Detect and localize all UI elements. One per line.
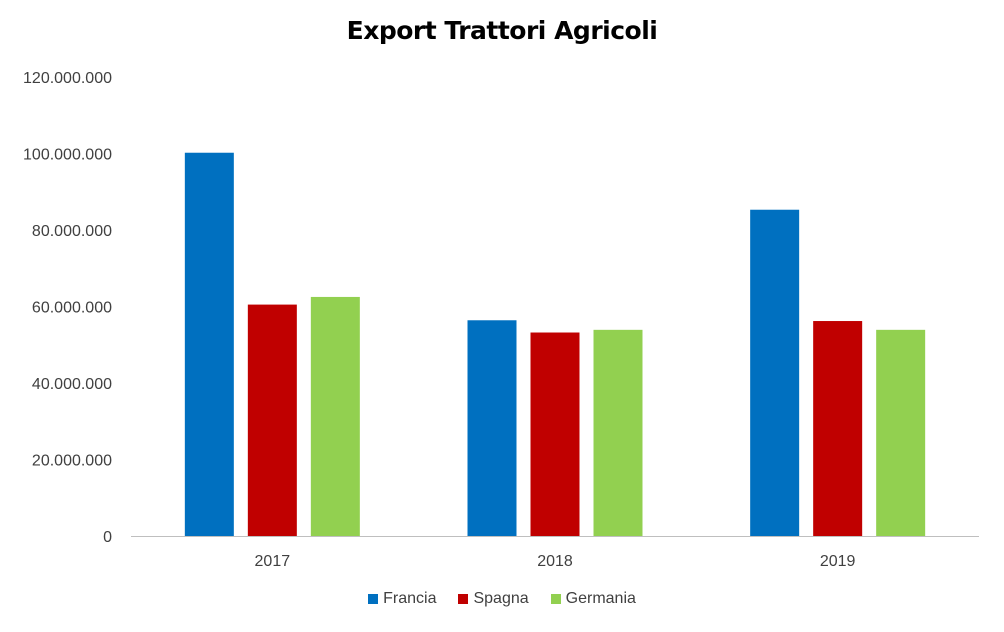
bar-francia-2019: [750, 209, 800, 537]
bar-spagna-2017: [247, 304, 297, 536]
y-tick-label: 100.000.000: [23, 147, 112, 164]
y-tick-label: 40.000.000: [32, 376, 112, 393]
legend-label: Spagna: [473, 590, 529, 607]
y-tick-label: 60.000.000: [32, 300, 112, 317]
y-axis-ticks: 0 20.000.000 40.000.000 60.000.000 80.000.00…: [23, 70, 112, 546]
legend-swatch: [368, 594, 379, 604]
y-tick-label: 20.000.000: [32, 453, 112, 470]
bars: [184, 152, 926, 537]
legend-swatch: [550, 594, 561, 604]
y-tick-label: 80.000.000: [32, 223, 112, 240]
chart-title: Export Trattori Agricoli: [346, 16, 658, 45]
x-tick-label: 2019: [820, 553, 856, 570]
bar-germania-2019: [876, 329, 926, 536]
legend-label: Germania: [565, 590, 636, 607]
x-axis-ticks: 2017 2018 2019: [255, 553, 856, 570]
legend-item-germania: Germania: [550, 590, 636, 608]
legend-swatch: [458, 594, 469, 604]
y-tick-label: 0: [103, 529, 112, 546]
legend-item-francia: Francia: [368, 590, 436, 608]
x-tick-label: 2018: [537, 553, 573, 570]
legend-item-spagna: Spagna: [458, 590, 529, 608]
bar-germania-2017: [310, 296, 360, 536]
x-tick-label: 2017: [255, 553, 291, 570]
bar-francia-2017: [184, 152, 234, 537]
legend: Francia Spagna Germania: [0, 590, 1004, 608]
y-tick-label: 120.000.000: [23, 70, 112, 87]
legend-label: Francia: [383, 590, 437, 607]
bar-spagna-2019: [813, 321, 863, 536]
bar-francia-2018: [467, 320, 517, 536]
bar-spagna-2018: [530, 332, 580, 536]
bar-germania-2018: [593, 329, 643, 536]
